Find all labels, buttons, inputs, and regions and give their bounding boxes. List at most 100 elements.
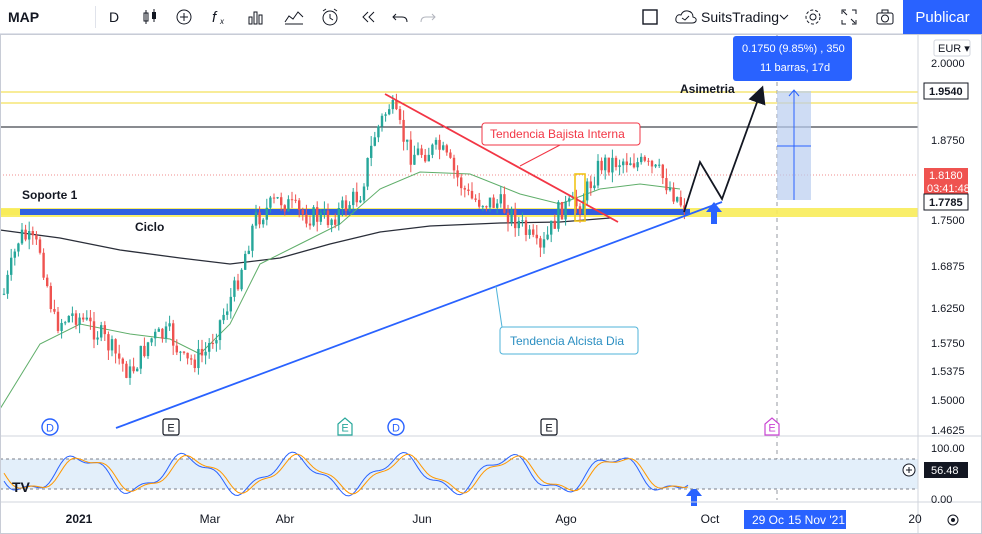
candle-body xyxy=(586,181,589,201)
candle-body xyxy=(366,157,369,187)
candle-body xyxy=(679,197,682,206)
fullscreen-icon[interactable] xyxy=(836,0,862,34)
layout-name[interactable]: SuitsTrading xyxy=(701,9,780,25)
candle-body xyxy=(308,223,312,226)
layout-square-icon[interactable] xyxy=(638,0,662,34)
candle-body xyxy=(496,203,499,208)
candle-body xyxy=(150,338,153,343)
drawings[interactable]: 0.1750 (9.85%) , 350 11 barras, 17d xyxy=(115,36,852,506)
candle-body xyxy=(236,280,240,290)
up-arrow-icon xyxy=(706,202,722,224)
candle-body xyxy=(546,234,549,240)
candle-body xyxy=(139,345,142,369)
candle-body xyxy=(668,187,672,191)
candle-body xyxy=(370,145,373,158)
candle-body xyxy=(521,220,524,222)
event-marker-label: E xyxy=(341,423,348,435)
chevron-down-icon[interactable] xyxy=(776,0,792,34)
candle-body xyxy=(157,328,160,332)
candle-body xyxy=(355,191,358,203)
templates-icon[interactable] xyxy=(280,0,308,34)
replay-icon[interactable] xyxy=(354,0,382,34)
measure-arrow-icon xyxy=(788,89,800,97)
interval-button[interactable]: D xyxy=(108,9,120,25)
x-tick-label: Mar xyxy=(200,512,221,526)
symbol-label[interactable]: MAP xyxy=(8,9,40,25)
bar-chart-icon[interactable] xyxy=(242,0,270,34)
candle-body xyxy=(416,148,420,155)
candle-body xyxy=(71,313,74,317)
event-marker-tag xyxy=(337,417,353,436)
candle-body xyxy=(56,311,60,331)
osc-tick-0: 0.00 xyxy=(931,494,952,506)
osc-band xyxy=(0,459,918,489)
candle-body xyxy=(53,309,56,312)
osc-value-label: 56.48 xyxy=(931,465,959,477)
date-flag-box xyxy=(744,510,846,529)
event-marker-label: D xyxy=(46,423,54,435)
candle-body xyxy=(146,342,150,357)
candle-body xyxy=(251,225,254,251)
candle-body xyxy=(49,286,52,310)
candle-body xyxy=(326,210,330,226)
bearish-trendline xyxy=(384,93,619,223)
candle-body xyxy=(13,251,16,258)
candle-body xyxy=(280,197,283,206)
chart-labels: Asimetria Tendencia Bajista Interna Tenden… xyxy=(12,82,780,495)
candle-body xyxy=(114,339,117,354)
cloud-icon[interactable] xyxy=(672,0,700,34)
add-indicator-icon[interactable] xyxy=(170,0,198,34)
candle-body xyxy=(661,164,664,179)
candle-body xyxy=(650,160,654,167)
candle-body xyxy=(582,200,585,214)
candle-body xyxy=(193,359,196,369)
candle-body xyxy=(467,189,470,191)
candle-body xyxy=(89,317,92,322)
x-tick-label: Ago xyxy=(555,512,577,526)
support-line-blue xyxy=(0,209,690,215)
publish-button[interactable]: Publicar xyxy=(903,0,982,34)
candle-body xyxy=(31,231,34,236)
candle-body xyxy=(161,328,164,339)
candle-body xyxy=(85,317,88,320)
alcista-label: Tendencia Alcista Dia xyxy=(510,334,624,348)
candle-style-icon[interactable] xyxy=(136,0,164,34)
bullish-trendline xyxy=(115,201,723,429)
candle-body xyxy=(568,198,571,202)
candle-body xyxy=(442,145,445,150)
candle-body xyxy=(348,205,351,212)
candle-body xyxy=(632,163,636,168)
axes: EUR ▾2.00001.87501.81251.68751.62501.575… xyxy=(0,34,982,534)
candle-body xyxy=(542,239,546,248)
event-marker-label: D xyxy=(392,423,400,435)
candle-body xyxy=(197,348,200,369)
y-tick-label: 1.6250 xyxy=(931,303,965,315)
undo-icon[interactable] xyxy=(386,0,414,34)
candle-body xyxy=(629,163,632,166)
candle-body xyxy=(409,139,412,165)
candle-body xyxy=(244,253,247,270)
measure-tooltip xyxy=(733,36,852,81)
candle-body xyxy=(211,343,214,345)
alert-clock-icon[interactable] xyxy=(316,0,344,34)
redo-icon[interactable] xyxy=(414,0,442,34)
camera-icon[interactable] xyxy=(872,0,898,34)
chart-canvas[interactable]: 0.1750 (9.85%) , 350 11 barras, 17d EUR ▾… xyxy=(0,34,982,534)
candle-body xyxy=(557,201,560,229)
candle-body xyxy=(362,186,366,201)
candle-body xyxy=(121,358,124,364)
svg-text:f: f xyxy=(212,9,218,26)
up-arrow-icon xyxy=(686,486,702,506)
candle-body xyxy=(604,157,607,171)
candle-body xyxy=(168,323,171,327)
candle-body xyxy=(611,157,614,173)
candle-body xyxy=(359,200,362,203)
ma-long-line xyxy=(0,217,611,265)
gear-icon[interactable] xyxy=(800,0,826,34)
candle-body xyxy=(200,348,204,356)
candle-body xyxy=(658,164,661,166)
candle-body xyxy=(118,353,121,359)
bajista-pointer xyxy=(519,144,561,167)
asimetria-label: Asimetria xyxy=(680,82,735,96)
